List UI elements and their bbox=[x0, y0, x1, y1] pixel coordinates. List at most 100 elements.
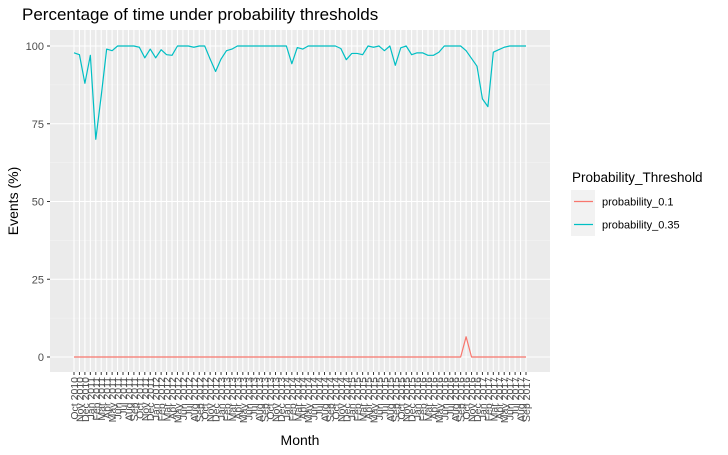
x-tick-label: Apr 2011 bbox=[102, 377, 114, 419]
x-tick-label: Oct 2015 bbox=[396, 377, 408, 420]
x-tick-label: Oct 2011 bbox=[134, 377, 146, 419]
x-tick-label: Jul 2011 bbox=[118, 377, 130, 416]
x-tick-label: Apr 2012 bbox=[167, 377, 179, 420]
x-tick-label: Aug 2014 bbox=[320, 377, 332, 422]
y-tick-label: 100 bbox=[26, 41, 44, 53]
x-tick-label: May 2011 bbox=[107, 377, 119, 422]
x-tick-label: Dec 2016 bbox=[472, 377, 484, 422]
x-tick-label: Jul 2016 bbox=[445, 377, 457, 417]
x-tick-label: Dec 2011 bbox=[145, 377, 157, 421]
x-tick-label: Jan 2016 bbox=[412, 377, 424, 420]
x-tick-label: Mar 2011 bbox=[96, 377, 108, 421]
x-tick-label: Aug 2015 bbox=[385, 377, 397, 422]
x-tick-label: Feb 2012 bbox=[156, 377, 168, 422]
y-tick-label: 75 bbox=[32, 119, 44, 131]
x-tick-label: Nov 2010 bbox=[74, 377, 86, 422]
legend-title: Probability_Threshold bbox=[572, 170, 703, 185]
legend-label: probability_0.35 bbox=[602, 220, 680, 232]
series-line-probability-0-35 bbox=[73, 45, 526, 140]
x-tick-label: Sep 2013 bbox=[260, 377, 272, 422]
x-tick-label: May 2012 bbox=[172, 377, 184, 423]
x-tick-label: Jul 2012 bbox=[183, 377, 195, 417]
x-tick-label: Sep 2011 bbox=[129, 377, 141, 421]
x-tick-label: Apr 2014 bbox=[298, 377, 310, 420]
x-tick-label: Apr 2017 bbox=[494, 377, 506, 420]
x-tick-label: Sep 2014 bbox=[325, 377, 337, 422]
x-tick-label: Dec 2010 bbox=[80, 377, 92, 422]
y-tick-label: 0 bbox=[38, 352, 44, 364]
series-lines bbox=[73, 45, 526, 358]
x-tick-label: May 2015 bbox=[369, 377, 381, 423]
x-tick-label: Oct 2014 bbox=[330, 377, 342, 420]
x-tick-label: Jan 2014 bbox=[281, 377, 293, 420]
x-tick-label: Jan 2015 bbox=[347, 377, 359, 420]
x-tick-label: Jun 2011 bbox=[113, 377, 125, 420]
x-tick-label: Oct 2013 bbox=[265, 377, 277, 420]
x-tick-label: Apr 2015 bbox=[363, 377, 375, 420]
y-tick-label: 50 bbox=[32, 197, 44, 209]
x-tick-label: Mar 2017 bbox=[488, 377, 500, 422]
y-axis: 0 25 50 75 100 bbox=[26, 41, 50, 364]
x-tick-label: Nov 2016 bbox=[467, 377, 479, 422]
x-axis-title: Month bbox=[281, 432, 320, 448]
x-tick-label: Aug 2012 bbox=[189, 377, 201, 422]
x-tick-label: Jan 2012 bbox=[151, 377, 163, 420]
x-tick-label: Feb 2017 bbox=[483, 377, 495, 422]
x-tick-label: Mar 2014 bbox=[292, 377, 304, 422]
x-tick-label: Nov 2013 bbox=[270, 377, 282, 422]
x-tick-label: Nov 2011 bbox=[140, 377, 152, 421]
chart-title: Percentage of time under probability thr… bbox=[22, 5, 378, 24]
x-tick-label: Feb 2014 bbox=[287, 377, 299, 422]
legend: Probability_Threshold probability_0.1pro… bbox=[571, 170, 703, 236]
x-tick-label: Dec 2013 bbox=[276, 377, 288, 422]
x-tick-label: Oct 2016 bbox=[461, 377, 473, 420]
x-tick-label: Dec 2012 bbox=[211, 377, 223, 422]
legend-label: probability_0.1 bbox=[602, 197, 674, 209]
x-tick-label: Sep 2015 bbox=[390, 377, 402, 422]
x-tick-label: Jun 2015 bbox=[374, 377, 386, 420]
x-tick-label: Jan 2017 bbox=[477, 377, 489, 420]
x-tick-label: Mar 2013 bbox=[227, 377, 239, 422]
x-tick-label: Sep 2016 bbox=[456, 377, 468, 422]
x-tick-label: Aug 2017 bbox=[516, 377, 528, 422]
x-tick-label: May 2016 bbox=[434, 377, 446, 423]
x-tick-label: Apr 2013 bbox=[232, 377, 244, 420]
x-tick-label: Dec 2015 bbox=[407, 377, 419, 422]
x-tick-label: Mar 2016 bbox=[423, 377, 435, 422]
x-tick-label: Nov 2014 bbox=[336, 377, 348, 422]
x-tick-label: Nov 2012 bbox=[205, 377, 217, 422]
x-tick-label: Oct 2010 bbox=[69, 377, 81, 420]
x-tick-label: Feb 2013 bbox=[221, 377, 233, 422]
x-tick-label: May 2013 bbox=[238, 377, 250, 423]
x-tick-label: Jul 2014 bbox=[314, 377, 326, 417]
x-tick-label: Aug 2016 bbox=[450, 377, 462, 422]
x-tick-label: Jun 2016 bbox=[439, 377, 451, 420]
x-tick-label: Mar 2012 bbox=[162, 377, 174, 422]
x-tick-label: May 2014 bbox=[303, 377, 315, 423]
x-tick-label: Jun 2017 bbox=[505, 377, 517, 420]
x-tick-label: Jul 2015 bbox=[379, 377, 391, 417]
x-tick-label: Jul 2017 bbox=[510, 377, 522, 417]
x-tick-label: Sep 2012 bbox=[194, 377, 206, 422]
x-tick-label: Jan 2013 bbox=[216, 377, 228, 420]
x-tick-label: Sep 2017 bbox=[521, 377, 533, 422]
y-tick-label: 25 bbox=[32, 274, 44, 286]
x-tick-label: Jun 2012 bbox=[178, 377, 190, 420]
x-tick-label: Oct 2012 bbox=[200, 377, 212, 420]
x-tick-label: May 2017 bbox=[499, 377, 511, 423]
series-line-probability-0-1 bbox=[74, 336, 526, 358]
x-tick-label: Aug 2011 bbox=[123, 377, 135, 421]
x-tick-label: Feb 2015 bbox=[352, 377, 364, 422]
x-tick-label: Jul 2013 bbox=[249, 377, 261, 417]
x-tick-label: Jan 2011 bbox=[85, 377, 97, 420]
x-tick-label: Feb 2016 bbox=[418, 377, 430, 422]
x-tick-label: Dec 2014 bbox=[341, 377, 353, 422]
x-tick-label: Jun 2014 bbox=[309, 377, 321, 420]
x-tick-label: Aug 2013 bbox=[254, 377, 266, 422]
x-tick-label: Jun 2013 bbox=[243, 377, 255, 420]
x-tick-label: Feb 2011 bbox=[91, 377, 103, 421]
x-tick-label: Apr 2016 bbox=[428, 377, 440, 420]
y-axis-title: Events (%) bbox=[5, 167, 21, 235]
